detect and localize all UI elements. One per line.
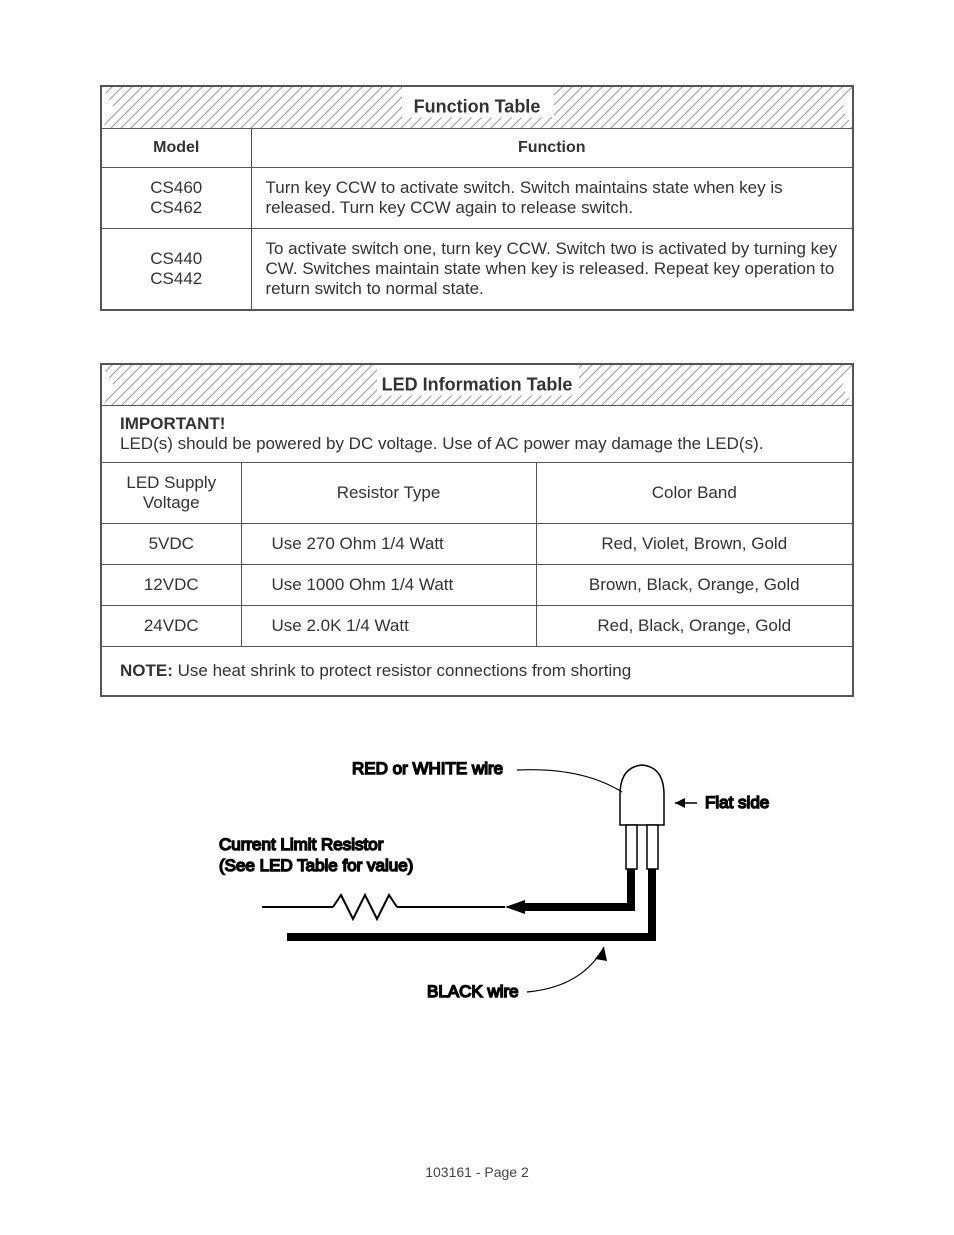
important-text: LED(s) should be powered by DC voltage. … (120, 434, 763, 453)
note-text: Use heat shrink to protect resistor conn… (173, 661, 631, 680)
diagram-resistor-label-1: Current Limit Resistor (219, 835, 384, 854)
important-label: IMPORTANT! (120, 414, 225, 433)
led-resistor: Use 2.0K 1/4 Watt (241, 606, 536, 647)
led-resistor: Use 1000 Ohm 1/4 Watt (241, 565, 536, 606)
led-header-resistor: Resistor Type (241, 463, 536, 524)
led-voltage: 12VDC (101, 565, 241, 606)
page-footer: 103161 - Page 2 (0, 1164, 954, 1180)
led-table-title: LED Information Table (378, 374, 577, 395)
function-table-header: Function Table (101, 86, 853, 128)
model-line: CS440 (150, 249, 202, 268)
diagram-resistor-label-2: (See LED Table for value) (219, 856, 413, 875)
diagram-red-white-label: RED or WHITE wire (352, 759, 503, 778)
table-row: 24VDC Use 2.0K 1/4 Watt Red, Black, Oran… (101, 606, 853, 647)
led-band: Brown, Black, Orange, Gold (536, 565, 853, 606)
important-row: IMPORTANT! LED(s) should be powered by D… (101, 406, 853, 463)
led-table-header: LED Information Table (101, 364, 853, 406)
led-wiring-diagram: Flat side RED or WHITE wire Current Limi… (100, 737, 854, 1027)
led-band: Red, Black, Orange, Gold (536, 606, 853, 647)
table-row: 12VDC Use 1000 Ohm 1/4 Watt Brown, Black… (101, 565, 853, 606)
table-row: 5VDC Use 270 Ohm 1/4 Watt Red, Violet, B… (101, 524, 853, 565)
led-resistor: Use 270 Ohm 1/4 Watt (241, 524, 536, 565)
diagram-black-wire-label: BLACK wire (427, 982, 519, 1001)
function-desc-cell: Turn key CCW to activate switch. Switch … (251, 167, 853, 228)
note-label: NOTE: (120, 661, 173, 680)
model-line: CS462 (150, 198, 202, 217)
led-info-table: LED Information Table IMPORTANT! LED(s) … (100, 363, 854, 698)
table-row: CS460 CS462 Turn key CCW to activate swi… (101, 167, 853, 228)
led-voltage: 24VDC (101, 606, 241, 647)
function-model-cell: CS460 CS462 (101, 167, 251, 228)
function-header-model: Model (101, 128, 251, 167)
led-voltage: 5VDC (101, 524, 241, 565)
function-desc-cell: To activate switch one, turn key CCW. Sw… (251, 228, 853, 310)
function-table: Function Table Model Function CS460 CS46… (100, 85, 854, 311)
model-line: CS442 (150, 269, 202, 288)
diagram-flat-side-label: Flat side (705, 793, 769, 812)
table-row: CS440 CS442 To activate switch one, turn… (101, 228, 853, 310)
note-row: NOTE: Use heat shrink to protect resisto… (101, 647, 853, 697)
led-band: Red, Violet, Brown, Gold (536, 524, 853, 565)
led-header-voltage: LED Supply Voltage (101, 463, 241, 524)
led-header-band: Color Band (536, 463, 853, 524)
model-line: CS460 (150, 178, 202, 197)
function-header-function: Function (251, 128, 853, 167)
function-model-cell: CS440 CS442 (101, 228, 251, 310)
function-table-title: Function Table (410, 97, 545, 118)
